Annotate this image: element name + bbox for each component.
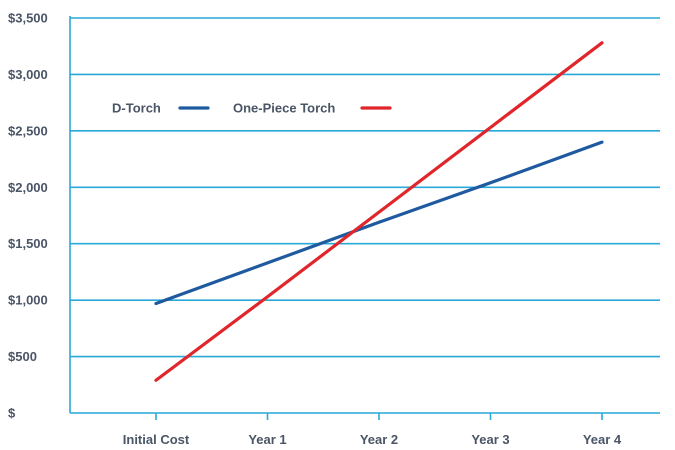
legend: D-Torch One-Piece Torch (112, 101, 392, 116)
x-axis-tick-labels: Initial Cost Year 1 Year 2 Year 3 Year 4 (123, 432, 622, 447)
y-tick-label: $3,000 (8, 67, 48, 82)
gridlines (70, 17, 660, 358)
series-line-d-torch (154, 140, 604, 306)
y-tick-label: $1,500 (8, 236, 48, 251)
x-tick-label: Year 2 (360, 432, 398, 447)
x-tick-label: Year 1 (248, 432, 286, 447)
legend-label: One-Piece Torch (233, 101, 335, 116)
legend-item-d-torch: D-Torch (112, 101, 210, 116)
series-lines (154, 41, 604, 382)
series-line-one-piece-torch (154, 41, 604, 382)
y-tick-label: $ (8, 406, 16, 421)
y-axis-tick-labels: $ $500 $1,000 $1,500 $2,000 $2,500 $3,000 $3,50… (8, 11, 48, 421)
legend-item-one-piece-torch: One-Piece Torch (233, 101, 392, 116)
legend-label: D-Torch (112, 101, 161, 116)
y-tick-label: $2,000 (8, 180, 48, 195)
x-tick-label: Year 4 (583, 432, 622, 447)
x-tick-label: Year 3 (471, 432, 509, 447)
y-tick-label: $500 (8, 349, 37, 364)
axes (69, 16, 660, 420)
y-tick-label: $1,000 (8, 293, 48, 308)
x-tick-label: Initial Cost (123, 432, 190, 447)
y-tick-label: $3,500 (8, 11, 48, 26)
y-tick-label: $2,500 (8, 123, 48, 138)
